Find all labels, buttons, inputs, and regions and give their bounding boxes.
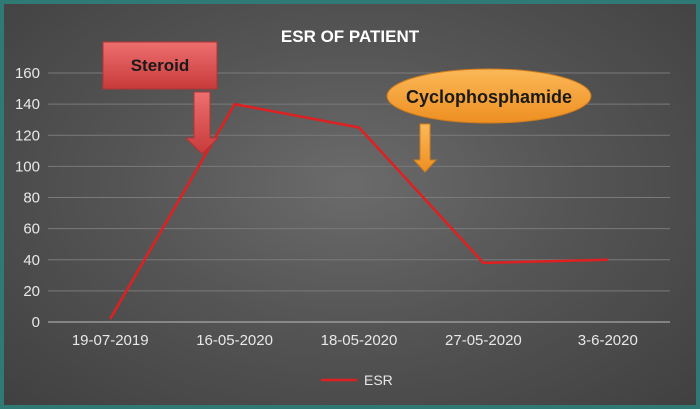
series-lines	[109, 102, 608, 320]
cyclophosphamide-ellipse	[386, 68, 592, 124]
x-tick-label: 27-05-2020	[445, 332, 522, 349]
x-tick-label: 16-05-2020	[196, 332, 273, 349]
x-tick-label: 3-6-2020	[578, 332, 638, 349]
y-tick-label: 100	[15, 158, 40, 175]
legend: ESR	[321, 372, 393, 388]
y-axis-ticks: 0 20 40 60 80 100 120 140 160	[15, 65, 40, 331]
cyclophosphamide-annotation: Cyclophosphamide	[386, 68, 592, 173]
y-tick-label: 20	[23, 283, 40, 300]
steroid-box	[102, 41, 218, 90]
y-tick-label: 80	[23, 190, 40, 207]
cyclophosphamide-arrow-icon	[412, 123, 438, 173]
y-tick-label: 120	[15, 127, 40, 144]
steroid-arrow-icon	[184, 91, 220, 155]
x-axis-ticks: 19-07-2019 16-05-2020 18-05-2020 27-05-2020…	[72, 332, 638, 349]
y-tick-label: 60	[23, 221, 40, 238]
series-line-esr	[109, 102, 608, 320]
y-tick-label: 40	[23, 252, 40, 269]
y-tick-label: 160	[15, 65, 40, 82]
steroid-annotation: Steroid	[102, 41, 220, 155]
y-tick-label: 0	[32, 314, 40, 331]
steroid-label: Steroid	[131, 56, 190, 75]
chart-title: ESR OF PATIENT	[281, 27, 420, 46]
x-tick-label: 19-07-2019	[72, 332, 149, 349]
legend-label-esr: ESR	[364, 372, 393, 388]
cyclophosphamide-label: Cyclophosphamide	[406, 87, 572, 107]
y-tick-label: 140	[15, 96, 40, 113]
x-tick-label: 18-05-2020	[321, 332, 398, 349]
